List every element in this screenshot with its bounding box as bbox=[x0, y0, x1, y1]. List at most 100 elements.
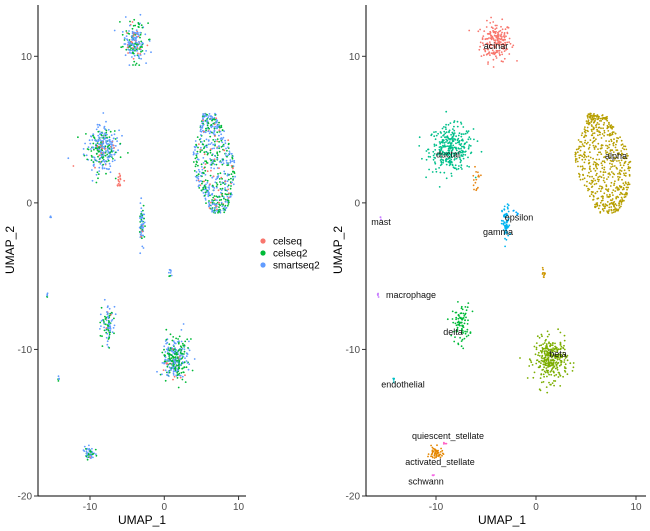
right-point bbox=[620, 139, 623, 142]
right-point bbox=[540, 357, 543, 359]
right-point bbox=[453, 132, 456, 135]
right-point bbox=[453, 129, 456, 132]
right-point bbox=[599, 210, 602, 213]
left-point bbox=[119, 142, 122, 145]
right-point bbox=[455, 316, 458, 319]
left-point bbox=[130, 35, 133, 37]
right-point bbox=[533, 371, 536, 374]
right-point bbox=[494, 39, 497, 42]
left-point bbox=[203, 184, 206, 187]
left-point bbox=[169, 274, 172, 277]
right-point bbox=[435, 134, 438, 137]
left-point bbox=[101, 166, 104, 169]
left-point bbox=[123, 43, 126, 45]
left-point bbox=[141, 46, 143, 48]
right-point bbox=[555, 373, 558, 376]
left-point bbox=[218, 206, 220, 209]
right-point bbox=[608, 123, 610, 125]
left-point bbox=[172, 365, 175, 367]
left-point bbox=[85, 455, 88, 458]
left-point bbox=[216, 138, 219, 141]
right-point bbox=[623, 184, 626, 187]
right-point bbox=[588, 116, 591, 119]
right-point bbox=[504, 38, 506, 41]
right-point bbox=[581, 178, 584, 181]
right-point bbox=[392, 381, 395, 384]
left-point bbox=[86, 158, 89, 161]
right-point bbox=[555, 354, 557, 357]
right-point bbox=[446, 139, 448, 142]
left-point bbox=[200, 126, 203, 129]
left-point bbox=[226, 195, 229, 198]
left-point bbox=[168, 271, 170, 274]
right-point bbox=[601, 144, 604, 147]
left-point bbox=[100, 325, 102, 327]
right-point bbox=[448, 131, 450, 134]
left-point bbox=[173, 375, 176, 378]
right-point bbox=[470, 151, 473, 154]
left-point bbox=[106, 140, 109, 142]
right-point bbox=[607, 173, 610, 175]
right-point bbox=[602, 195, 604, 198]
left-point bbox=[101, 132, 104, 135]
left-point bbox=[92, 134, 94, 137]
left-point bbox=[229, 161, 232, 164]
left-point bbox=[208, 204, 211, 207]
left-point bbox=[109, 326, 112, 328]
right-point bbox=[602, 171, 605, 174]
right-point bbox=[576, 160, 579, 163]
right-point bbox=[598, 204, 601, 207]
right-point bbox=[595, 138, 597, 141]
cluster-label-alpha: alpha bbox=[605, 151, 627, 161]
right-point bbox=[623, 157, 625, 159]
left-point bbox=[218, 124, 221, 127]
right-point bbox=[457, 301, 459, 303]
right-point bbox=[459, 144, 462, 147]
right-point bbox=[460, 139, 463, 142]
left-point bbox=[89, 142, 92, 145]
left-point bbox=[165, 362, 168, 364]
right-point bbox=[584, 126, 586, 128]
right-point bbox=[592, 194, 595, 197]
left-point bbox=[145, 62, 148, 64]
right-point bbox=[439, 159, 442, 162]
right-point bbox=[429, 156, 432, 158]
right-point bbox=[472, 174, 475, 177]
right-point bbox=[593, 113, 595, 115]
right-point bbox=[559, 331, 562, 334]
right-point bbox=[583, 161, 586, 164]
right-point bbox=[612, 189, 615, 192]
left-point bbox=[168, 349, 171, 352]
right-point bbox=[549, 345, 551, 348]
right-point bbox=[628, 161, 630, 164]
left-point bbox=[202, 186, 205, 189]
left-point bbox=[205, 183, 207, 186]
right-point bbox=[504, 237, 506, 240]
right-point bbox=[440, 156, 443, 159]
left-point bbox=[210, 118, 212, 121]
right-point bbox=[619, 136, 621, 139]
right-point bbox=[622, 164, 625, 167]
left-point bbox=[108, 321, 111, 323]
right-point bbox=[583, 184, 586, 187]
left-point bbox=[216, 183, 219, 186]
right-point bbox=[596, 128, 598, 131]
right-point bbox=[495, 42, 497, 45]
left-point bbox=[226, 173, 229, 176]
right-point bbox=[503, 57, 506, 60]
right-point bbox=[592, 140, 595, 143]
left-point bbox=[195, 171, 198, 173]
right-point bbox=[562, 375, 564, 378]
left-point bbox=[200, 166, 203, 168]
right-point bbox=[543, 274, 545, 277]
left-point bbox=[126, 38, 128, 41]
right-point bbox=[472, 179, 475, 181]
left-point bbox=[218, 140, 221, 143]
right-point bbox=[432, 154, 435, 157]
right-point bbox=[433, 143, 436, 146]
right-point bbox=[594, 192, 597, 195]
left-point bbox=[218, 178, 221, 180]
left-point bbox=[147, 22, 150, 24]
right-point bbox=[451, 163, 454, 166]
left-point bbox=[178, 363, 181, 365]
